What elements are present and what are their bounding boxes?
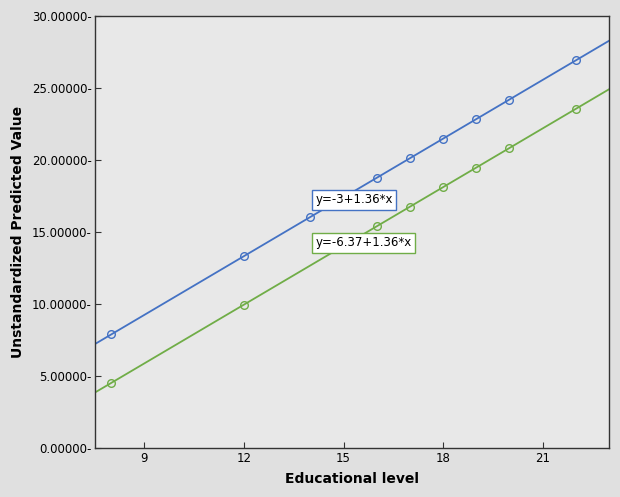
Text: y=-3+1.36*x: y=-3+1.36*x	[316, 193, 393, 206]
X-axis label: Educational level: Educational level	[285, 472, 418, 486]
Y-axis label: Unstandardized Predicted Value: Unstandardized Predicted Value	[11, 106, 25, 358]
Text: y=-6.37+1.36*x: y=-6.37+1.36*x	[316, 237, 412, 249]
